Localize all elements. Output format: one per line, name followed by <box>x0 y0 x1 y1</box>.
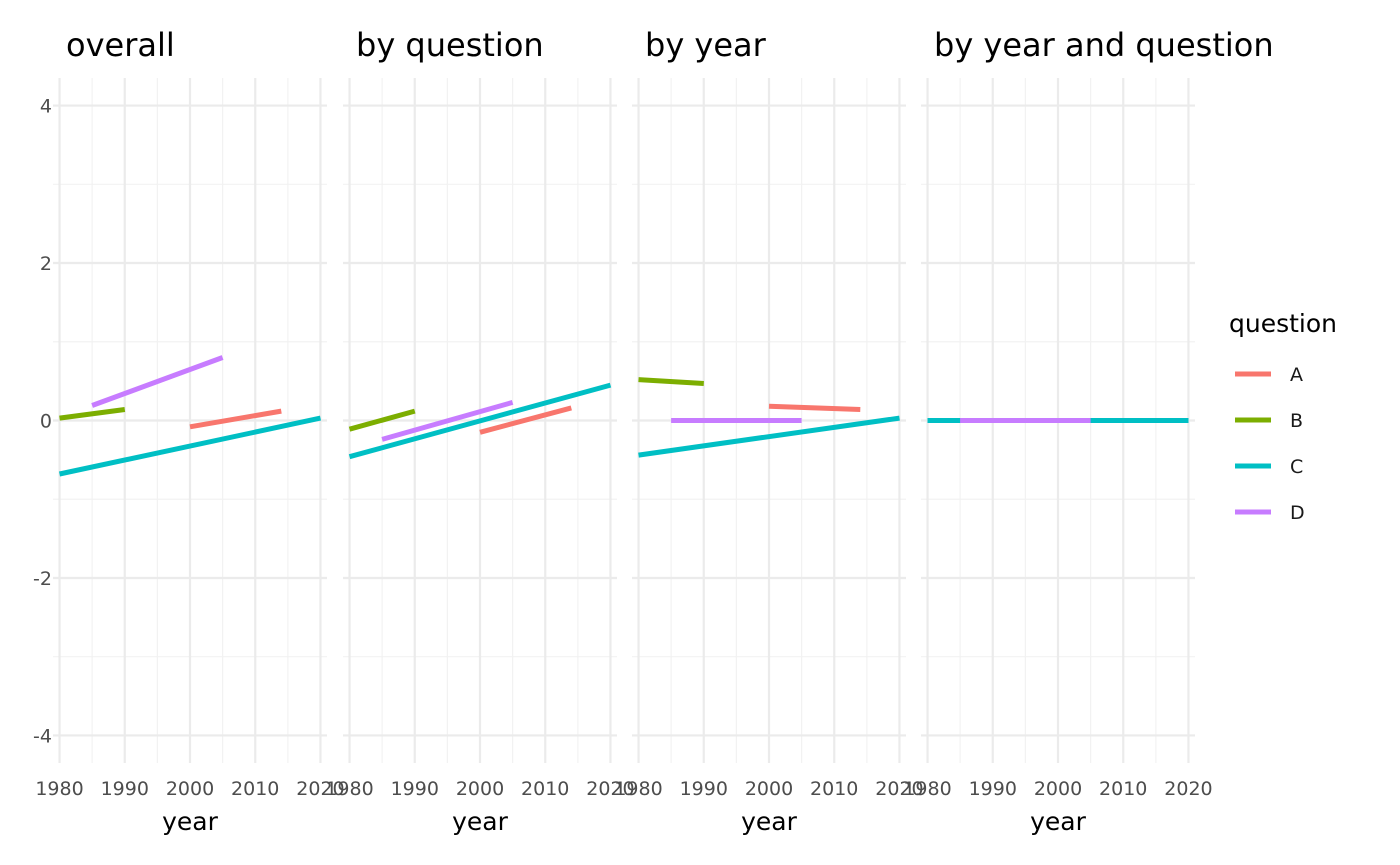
x-tick-label: 2020 <box>1164 778 1212 800</box>
series-line-a <box>189 408 282 430</box>
legend-label-a: A <box>1290 364 1303 386</box>
panel-title: overall <box>66 26 175 64</box>
legend-title: question <box>1229 309 1337 338</box>
x-tick-label: 1990 <box>969 778 1017 800</box>
y-tick-label: -4 <box>33 725 52 747</box>
series-line-c <box>638 415 900 458</box>
legend-label-d: D <box>1290 502 1305 524</box>
x-tick-label: 1980 <box>35 778 83 800</box>
x-tick-label: 2020 <box>296 778 344 800</box>
x-tick-label: 1990 <box>680 778 728 800</box>
series-line-a <box>768 403 861 412</box>
x-tick-label: 1990 <box>391 778 439 800</box>
series-line-b <box>59 407 126 421</box>
y-tick-label: 2 <box>40 253 52 275</box>
x-axis-title: year <box>452 807 508 836</box>
legend-label-b: B <box>1290 410 1303 432</box>
x-tick-label: 2000 <box>1034 778 1082 800</box>
x-tick-label: 2000 <box>456 778 504 800</box>
x-tick-label: 2000 <box>166 778 214 800</box>
panel-title: by year and question <box>934 26 1274 64</box>
y-tick-label: 0 <box>40 411 52 433</box>
x-tick-label: 2020 <box>586 778 634 800</box>
x-tick-label: 1980 <box>614 778 662 800</box>
x-tick-label: 1980 <box>903 778 951 800</box>
y-tick-label: -2 <box>33 568 52 590</box>
x-axis-title: year <box>162 807 218 836</box>
panel-title: by question <box>356 26 544 64</box>
series-line-d <box>381 399 514 442</box>
x-tick-label: 2020 <box>875 778 923 800</box>
x-axis-title: year <box>741 807 797 836</box>
x-tick-label: 2010 <box>521 778 569 800</box>
series-line-b <box>348 408 416 432</box>
panel-title: by year <box>645 26 767 64</box>
series-line-d <box>91 355 224 408</box>
x-tick-label: 2000 <box>745 778 793 800</box>
x-axis-title: year <box>1030 807 1086 836</box>
series-line-c <box>348 382 612 460</box>
x-tick-label: 2010 <box>810 778 858 800</box>
x-tick-label: 1980 <box>325 778 373 800</box>
x-tick-label: 2010 <box>231 778 279 800</box>
x-tick-label: 2010 <box>1099 778 1147 800</box>
x-tick-label: 1990 <box>101 778 149 800</box>
y-tick-label: 4 <box>40 96 52 118</box>
series-line-a <box>479 405 572 435</box>
legend-label-c: C <box>1290 456 1303 478</box>
series-line-b <box>638 377 704 386</box>
series-line-c <box>58 415 322 477</box>
